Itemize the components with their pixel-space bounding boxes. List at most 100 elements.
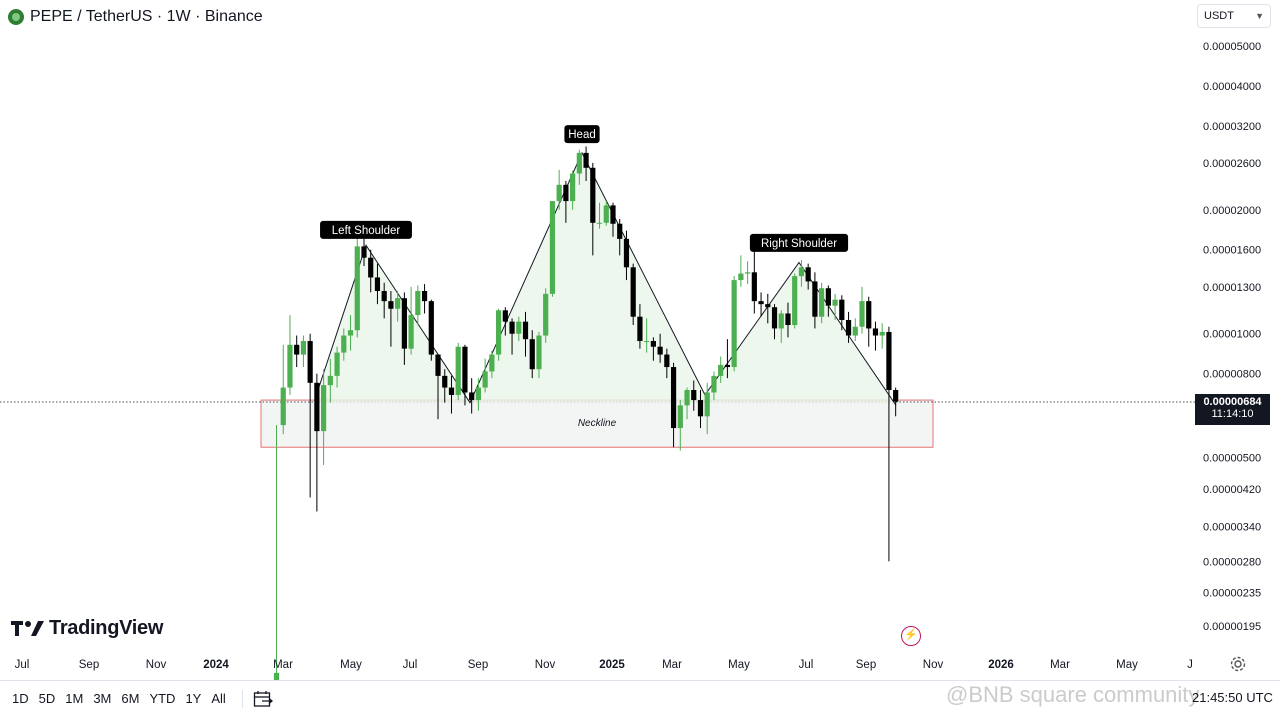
range-button-ytd[interactable]: YTD <box>145 685 179 713</box>
range-button-1d[interactable]: 1D <box>8 685 33 713</box>
candle-body <box>287 344 293 388</box>
x-tick-label: Sep <box>468 659 488 671</box>
candle-body <box>294 344 300 355</box>
pattern-label: Head <box>564 125 600 144</box>
candle <box>670 362 677 448</box>
candle-body <box>778 313 784 329</box>
candle-body <box>590 167 596 223</box>
candle-body <box>522 321 529 340</box>
candle <box>502 307 508 336</box>
chart-title: PEPE / TetherUS · 1W · Binance <box>30 8 263 25</box>
candle <box>704 382 710 435</box>
y-tick-label: 0.00000800 <box>1203 369 1261 381</box>
candle-body <box>368 257 374 278</box>
candle <box>745 261 751 285</box>
x-tick-label: May <box>340 659 362 671</box>
pepe-coin-icon <box>8 9 24 25</box>
candle-body <box>819 288 825 317</box>
candle <box>442 369 448 403</box>
candle-body <box>792 276 798 326</box>
candle <box>879 323 885 349</box>
candle <box>872 321 879 351</box>
candle <box>401 292 407 365</box>
candle <box>556 169 562 210</box>
pattern-label-bg <box>749 233 849 252</box>
candle <box>536 331 542 379</box>
candle-body <box>583 152 589 168</box>
range-button-1m[interactable]: 1M <box>61 685 87 713</box>
candle-body <box>388 301 394 309</box>
range-button-1y[interactable]: 1Y <box>181 685 205 713</box>
candle-body <box>839 299 845 320</box>
x-tick-label: 2026 <box>988 659 1014 671</box>
candle-body <box>381 291 387 302</box>
range-button-5d[interactable]: 5D <box>35 685 60 713</box>
candle <box>421 284 428 314</box>
currency-label: USDT <box>1204 10 1234 22</box>
candle <box>697 390 704 429</box>
tradingview-logo: TradingView <box>11 617 163 640</box>
range-button-all[interactable]: All <box>207 685 229 713</box>
candle <box>677 400 683 451</box>
current-price: 0.00000684 <box>1203 396 1262 408</box>
candle-body <box>832 299 838 306</box>
candle-body <box>570 173 576 202</box>
candle <box>287 315 293 395</box>
current-price-tag: 0.00000684 11:14:10 <box>1195 394 1270 425</box>
candle-body <box>408 315 414 349</box>
utc-clock[interactable]: 21:45:50 UTC <box>1192 690 1273 705</box>
pattern-fill <box>318 152 896 406</box>
y-tick-label: 0.00003200 <box>1203 121 1261 133</box>
candle <box>718 356 724 383</box>
candle-body <box>475 387 481 401</box>
candle <box>482 358 488 393</box>
candle <box>563 180 569 223</box>
candle <box>603 201 609 226</box>
x-tick-label: 2025 <box>599 659 625 671</box>
y-tick-label: 0.00000235 <box>1203 588 1261 600</box>
lightning-icon[interactable]: ⚡ <box>901 626 921 646</box>
y-tick-label: 0.00000340 <box>1203 522 1261 534</box>
candle-body <box>731 280 737 368</box>
candle <box>314 373 320 512</box>
candle-body <box>415 291 421 316</box>
candle <box>294 335 300 368</box>
chevron-down-icon: ▼ <box>1255 11 1264 21</box>
candle <box>866 296 872 347</box>
x-tick-label: Sep <box>79 659 99 671</box>
candle <box>792 273 798 329</box>
candle-body <box>576 152 582 174</box>
candle-body <box>516 321 522 334</box>
gear-icon[interactable] <box>1229 655 1247 673</box>
candle <box>368 249 374 293</box>
currency-select[interactable]: USDT ▼ <box>1197 4 1271 28</box>
candle-body <box>462 346 468 393</box>
candle-body <box>536 335 542 370</box>
y-tick-label: 0.00001600 <box>1203 245 1261 257</box>
candle <box>428 299 434 361</box>
candle <box>832 293 838 320</box>
candle <box>778 310 784 343</box>
range-button-3m[interactable]: 3M <box>89 685 115 713</box>
candle-body <box>603 205 609 223</box>
x-tick-label: May <box>1116 659 1138 671</box>
y-tick-label: 0.00000500 <box>1203 453 1261 465</box>
candle-body <box>617 223 623 239</box>
calendar-range-icon[interactable] <box>253 690 273 708</box>
candle-body <box>697 400 704 417</box>
candle <box>543 288 549 343</box>
candle <box>300 335 307 368</box>
candle-body <box>785 313 791 326</box>
range-button-6m[interactable]: 6M <box>117 685 143 713</box>
candle <box>395 291 401 322</box>
candle-body <box>509 321 515 334</box>
candle <box>805 263 811 290</box>
candle-body <box>280 387 286 426</box>
candle <box>630 263 636 326</box>
candle-body <box>273 672 280 680</box>
candle <box>374 263 381 305</box>
pattern-label-bg <box>564 125 600 144</box>
y-tick-label: 0.00005000 <box>1203 41 1261 53</box>
candle <box>738 255 744 287</box>
